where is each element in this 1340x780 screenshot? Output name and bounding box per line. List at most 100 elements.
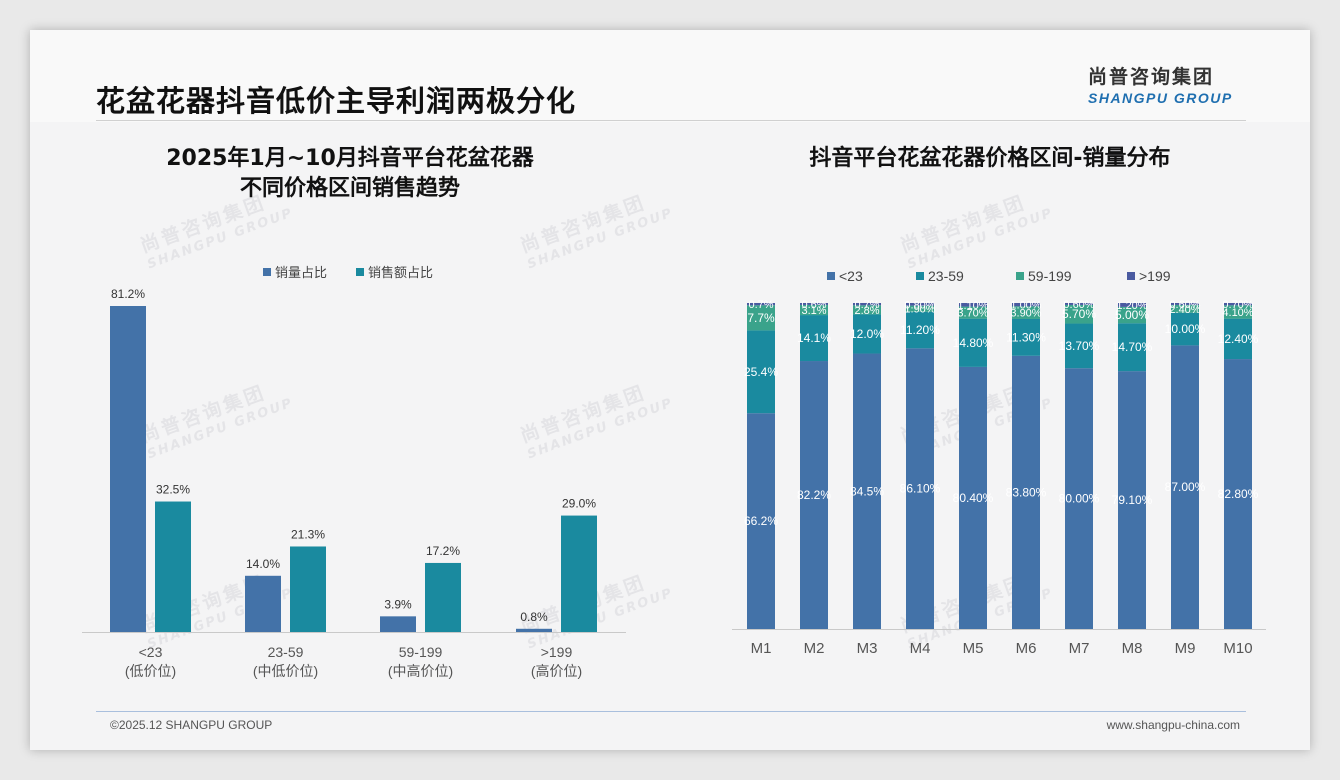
segment-value-label: 2.40%	[1169, 304, 1200, 316]
stacked-bar-segment	[1224, 318, 1252, 360]
category-label: <23	[139, 644, 163, 660]
stacked-bar-segment	[906, 305, 934, 312]
legend-swatch	[263, 268, 271, 276]
category-label: M5	[963, 640, 984, 657]
category-label: M9	[1175, 640, 1196, 657]
segment-value-label: 14.70%	[1112, 340, 1153, 354]
segment-value-label: 14.80%	[953, 336, 994, 350]
bar	[561, 515, 597, 632]
logo-english-name: SHANGPU GROUP	[1088, 90, 1233, 106]
legend-label: <23	[839, 268, 863, 284]
category-label: M3	[857, 640, 878, 657]
bar-value-label: 21.3%	[291, 527, 325, 541]
category-label: M8	[1122, 640, 1143, 657]
segment-value-label: 87.00%	[1165, 480, 1206, 494]
segment-value-label: 7.7%	[747, 311, 775, 325]
stacked-bar-segment	[959, 366, 987, 629]
stacked-bar-segment	[1065, 323, 1093, 369]
right-stacked-bar-chart: <23 23-59 59-199 >19966.2%25.4%7.7%0.7%M182…	[732, 268, 1266, 657]
segment-value-label: 2.8%	[854, 305, 879, 317]
footer-copyright: ©2025.12 SHANGPU GROUP	[110, 718, 273, 732]
segment-value-label: 14.1%	[797, 331, 831, 345]
segment-value-label: 0.7%	[748, 299, 773, 311]
stacked-bar-segment	[1012, 306, 1040, 319]
category-label: M7	[1069, 640, 1090, 657]
legend-swatch	[1016, 272, 1024, 280]
segment-value-label: 13.70%	[1059, 339, 1100, 353]
stacked-bar-segment	[1224, 303, 1252, 306]
legend-label: 59-199	[1028, 268, 1072, 284]
legend-swatch	[1127, 272, 1135, 280]
category-sublabel: (中高价位)	[388, 663, 453, 679]
segment-value-label: 0.80%	[904, 299, 935, 311]
stacked-bar-segment	[1224, 305, 1252, 319]
legend-label: 销量占比	[275, 265, 327, 280]
segment-value-label: 84.5%	[850, 484, 884, 498]
stacked-bar-segment	[959, 306, 987, 319]
bar-value-label: 32.5%	[156, 483, 190, 497]
segment-value-label: 1.90%	[904, 304, 935, 316]
segment-value-label: 80.00%	[1059, 492, 1100, 506]
footer-website: www.shangpu-china.com	[1106, 718, 1240, 732]
bar	[290, 546, 326, 632]
title-divider	[96, 120, 1246, 121]
stacked-bar-segment	[1012, 355, 1040, 629]
legend-label: 销售额占比	[368, 265, 433, 280]
stacked-bar-segment	[1171, 345, 1199, 629]
right-chart-title: 抖音平台花盆花器价格区间-销量分布	[809, 146, 1171, 171]
legend-swatch	[916, 272, 924, 280]
legend-swatch	[356, 268, 364, 276]
segment-value-label: 11.30%	[1006, 330, 1046, 344]
legend-label: >199	[1139, 268, 1171, 284]
segment-value-label: 12.0%	[850, 327, 884, 341]
bar-value-label: 81.2%	[111, 287, 145, 301]
stacked-bar-segment	[800, 303, 828, 305]
segment-value-label: 11.20%	[900, 323, 940, 337]
stacked-bar-segment	[800, 304, 828, 316]
segment-value-label: 0.60%	[1063, 299, 1094, 311]
slide: 花盆花器抖音低价主导利润两极分化 尚普咨询集团 SHANGPU GROUP 尚普…	[30, 30, 1310, 750]
bar-value-label: 3.9%	[384, 597, 412, 611]
segment-value-label: 5.00%	[1115, 308, 1149, 322]
segment-value-label: 10.00%	[1165, 322, 1206, 336]
stacked-bar-segment	[1118, 306, 1146, 324]
page-title: 花盆花器抖音低价主导利润两极分化	[96, 84, 577, 118]
category-label: >199	[541, 644, 573, 660]
left-chart-title: 2025年1月~10月抖音平台花盆花器 不同价格区间销售趋势	[90, 144, 610, 204]
company-logo: 尚普咨询集团 SHANGPU GROUP	[1088, 62, 1248, 106]
segment-value-label: 82.2%	[797, 488, 831, 502]
stacked-bar-segment	[1065, 368, 1093, 629]
category-sublabel: (高价位)	[531, 663, 582, 679]
stacked-bar-segment	[853, 305, 881, 315]
category-label: M2	[804, 640, 825, 657]
stacked-bar-segment	[1012, 303, 1040, 307]
segment-value-label: 1.10%	[957, 300, 988, 312]
segment-value-label: 0.70%	[1222, 299, 1253, 311]
category-label: M6	[1016, 640, 1037, 657]
stacked-bar-segment	[1171, 312, 1199, 346]
stacked-bar-segment	[906, 303, 934, 306]
stacked-bar-segment	[747, 305, 775, 331]
stacked-bar-segment	[959, 303, 987, 307]
category-label: M10	[1223, 640, 1252, 657]
stacked-bar-segment	[1171, 303, 1199, 305]
category-label: M4	[910, 640, 931, 657]
category-sublabel: (低价位)	[125, 663, 176, 679]
segment-value-label: 82.80%	[1218, 487, 1259, 501]
segment-value-label: 0.60%	[1169, 299, 1200, 311]
bar	[155, 501, 191, 632]
category-label: 23-59	[268, 644, 304, 660]
stacked-bar-segment	[853, 314, 881, 354]
bar	[516, 628, 552, 632]
left-chart-title-line-2: 不同价格区间销售趋势	[239, 176, 460, 201]
stacked-bar-segment	[853, 303, 881, 306]
stacked-bar-segment	[906, 311, 934, 349]
bar-value-label: 0.8%	[520, 610, 548, 624]
stacked-bar-segment	[1012, 318, 1040, 356]
category-label: M1	[751, 640, 772, 657]
header-band	[30, 30, 1310, 122]
stacked-bar-segment	[1065, 304, 1093, 324]
stacked-bar-segment	[853, 353, 881, 629]
segment-value-label: 66.2%	[744, 514, 778, 528]
stacked-bar-segment	[800, 361, 828, 629]
